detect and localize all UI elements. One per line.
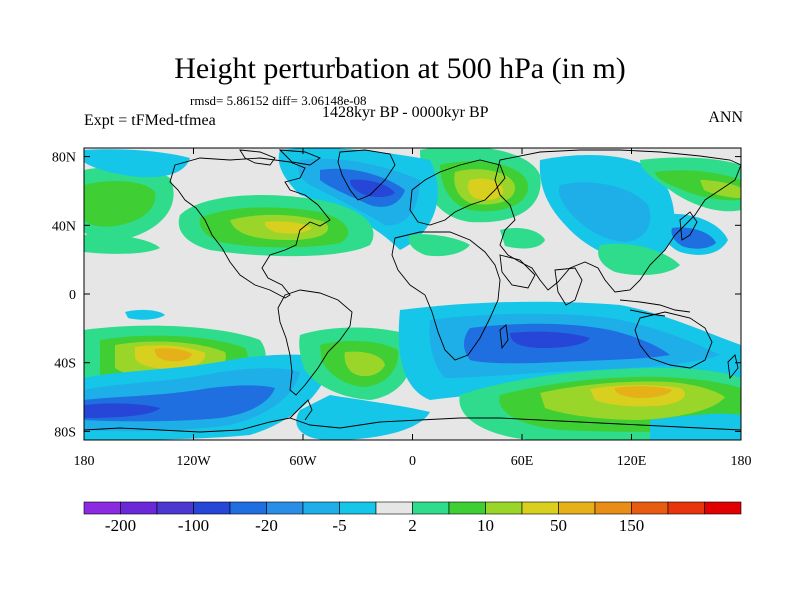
nh-field bbox=[84, 148, 741, 276]
lat-tick-label: 80S bbox=[54, 425, 76, 440]
lat-tick-label: 80N bbox=[52, 151, 76, 166]
colorbar-swatch bbox=[266, 501, 304, 515]
colorbar-label: 50 bbox=[550, 516, 567, 535]
indonesia-outline bbox=[619, 299, 691, 317]
north-america-outline bbox=[169, 157, 331, 299]
colorbar-swatch bbox=[412, 501, 450, 515]
colorbar-swatch bbox=[521, 501, 559, 515]
colorbar-label: 2 bbox=[408, 516, 417, 535]
lon-tick-label: 0 bbox=[409, 454, 416, 469]
colorbar-label: -5 bbox=[332, 516, 347, 535]
colorbar-swatch bbox=[558, 501, 596, 515]
japan-outline bbox=[679, 211, 698, 241]
arctic-islands-outline bbox=[239, 149, 321, 166]
colorbar-swatch bbox=[704, 501, 742, 515]
colorbar-swatch bbox=[375, 501, 413, 515]
season-label: ANN bbox=[708, 109, 743, 126]
greenland-outline bbox=[337, 149, 396, 201]
arabia-outline bbox=[499, 254, 536, 289]
europe-outline bbox=[409, 159, 506, 226]
lon-axis: 180 120W 60W 0 60E 120E 180 bbox=[74, 148, 752, 469]
colorbar-swatch bbox=[156, 501, 194, 515]
experiment-label: Expt = tFMed-tfmea bbox=[84, 112, 216, 129]
colorbar-label: -20 bbox=[255, 516, 278, 535]
antarctica-outline bbox=[84, 417, 741, 433]
colorbar bbox=[83, 501, 742, 515]
colorbar-swatch bbox=[448, 501, 486, 515]
new-zealand-outline bbox=[727, 354, 739, 380]
lat-tick-label: 40S bbox=[54, 357, 76, 372]
colorbar-swatch bbox=[120, 501, 158, 515]
colorbar-swatch bbox=[83, 501, 121, 515]
colorbar-label: 10 bbox=[477, 516, 494, 535]
madagascar-outline bbox=[499, 324, 509, 350]
colorbar-label: -200 bbox=[104, 516, 137, 535]
rmsd-stats: rmsd= 5.86152 diff= 3.06148e-08 bbox=[190, 93, 367, 108]
lon-tick-label: 60E bbox=[511, 454, 534, 469]
colorbar-swatch bbox=[631, 501, 669, 515]
asia-outline bbox=[494, 149, 741, 293]
sh-field bbox=[84, 301, 741, 440]
lon-tick-label: 120W bbox=[176, 454, 211, 469]
colorbar-swatch bbox=[594, 501, 632, 515]
lat-tick-label: 0 bbox=[69, 288, 76, 303]
lat-axis: 80N 40N 0 40S 80S bbox=[52, 151, 741, 440]
height-field bbox=[84, 148, 741, 440]
colorbar-swatch bbox=[485, 501, 523, 515]
lon-tick-label: 120E bbox=[617, 454, 647, 469]
colorbar-label: -100 bbox=[177, 516, 210, 535]
colorbar-swatch bbox=[193, 501, 231, 515]
africa-outline bbox=[391, 231, 501, 361]
time-period: 1428kyr BP - 0000kyr BP bbox=[322, 104, 489, 121]
lat-tick-label: 40N bbox=[52, 219, 76, 234]
lon-tick-label: 180 bbox=[731, 454, 752, 469]
australia-outline bbox=[634, 311, 713, 369]
lon-tick-label: 180 bbox=[74, 454, 95, 469]
colorbar-label: 150 bbox=[618, 516, 645, 535]
antarctic-peninsula-outline bbox=[289, 399, 313, 421]
colorbar-swatch bbox=[302, 501, 340, 515]
colorbar-swatch bbox=[339, 501, 377, 515]
plot-title: Height perturbation at 500 hPa (in m) bbox=[174, 52, 626, 85]
colorbar-swatch bbox=[229, 501, 267, 515]
south-america-outline bbox=[277, 289, 353, 396]
india-outline bbox=[554, 267, 583, 306]
coastlines bbox=[84, 149, 741, 433]
colorbar-swatch bbox=[667, 501, 705, 515]
lon-tick-label: 60W bbox=[289, 454, 317, 469]
